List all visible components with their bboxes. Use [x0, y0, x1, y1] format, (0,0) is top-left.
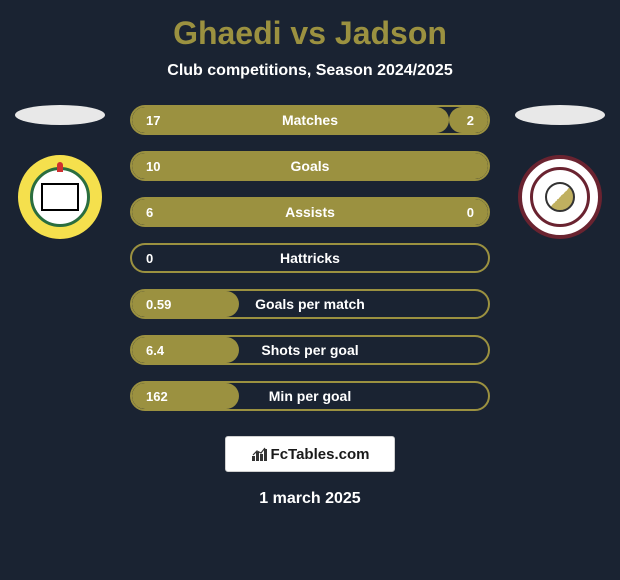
stat-label: Goals per match [255, 296, 365, 312]
player-right-column [510, 105, 610, 239]
logo-text: FcTables.com [271, 446, 370, 463]
stat-row: 0.59 Goals per match [130, 289, 490, 319]
player-left-column [10, 105, 110, 239]
team-left-crest [18, 155, 102, 239]
stat-row: 6 0 Assists [130, 197, 490, 227]
stat-label: Goals [291, 158, 330, 174]
player-left-silhouette [15, 105, 105, 125]
stat-label: Matches [282, 112, 338, 128]
stat-row: 162 Min per goal [130, 381, 490, 411]
team-right-crest [518, 155, 602, 239]
stat-value-left: 0.59 [146, 297, 171, 312]
stat-value-right: 0 [467, 205, 474, 220]
stat-row: 6.4 Shots per goal [130, 335, 490, 365]
stat-value-right: 2 [467, 113, 474, 128]
main-row: 17 2 Matches 10 Goals 6 0 Assists 0 Hattricks 0.59… [0, 105, 620, 411]
player-right-silhouette [515, 105, 605, 125]
chart-icon [251, 446, 267, 462]
stat-row: 17 2 Matches [130, 105, 490, 135]
comparison-container: Ghaedi vs Jadson Club competitions, Seas… [0, 0, 620, 580]
stat-label: Min per goal [269, 388, 351, 404]
stat-value-left: 17 [146, 113, 160, 128]
stat-label: Shots per goal [261, 342, 358, 358]
stats-column: 17 2 Matches 10 Goals 6 0 Assists 0 Hattricks 0.59… [130, 105, 490, 411]
team-right-crest-inner [530, 167, 590, 227]
team-left-crest-inner [30, 167, 90, 227]
date-text: 1 march 2025 [0, 490, 620, 508]
page-title: Ghaedi vs Jadson [0, 15, 620, 52]
page-subtitle: Club competitions, Season 2024/2025 [0, 62, 620, 80]
stat-value-left: 6 [146, 205, 153, 220]
stat-label: Hattricks [280, 250, 340, 266]
stat-value-left: 0 [146, 251, 153, 266]
stat-row: 0 Hattricks [130, 243, 490, 273]
stat-value-left: 10 [146, 159, 160, 174]
stat-value-left: 6.4 [146, 343, 164, 358]
stat-value-left: 162 [146, 389, 168, 404]
fctables-logo[interactable]: FcTables.com [225, 436, 395, 472]
stat-row: 10 Goals [130, 151, 490, 181]
stat-label: Assists [285, 204, 335, 220]
